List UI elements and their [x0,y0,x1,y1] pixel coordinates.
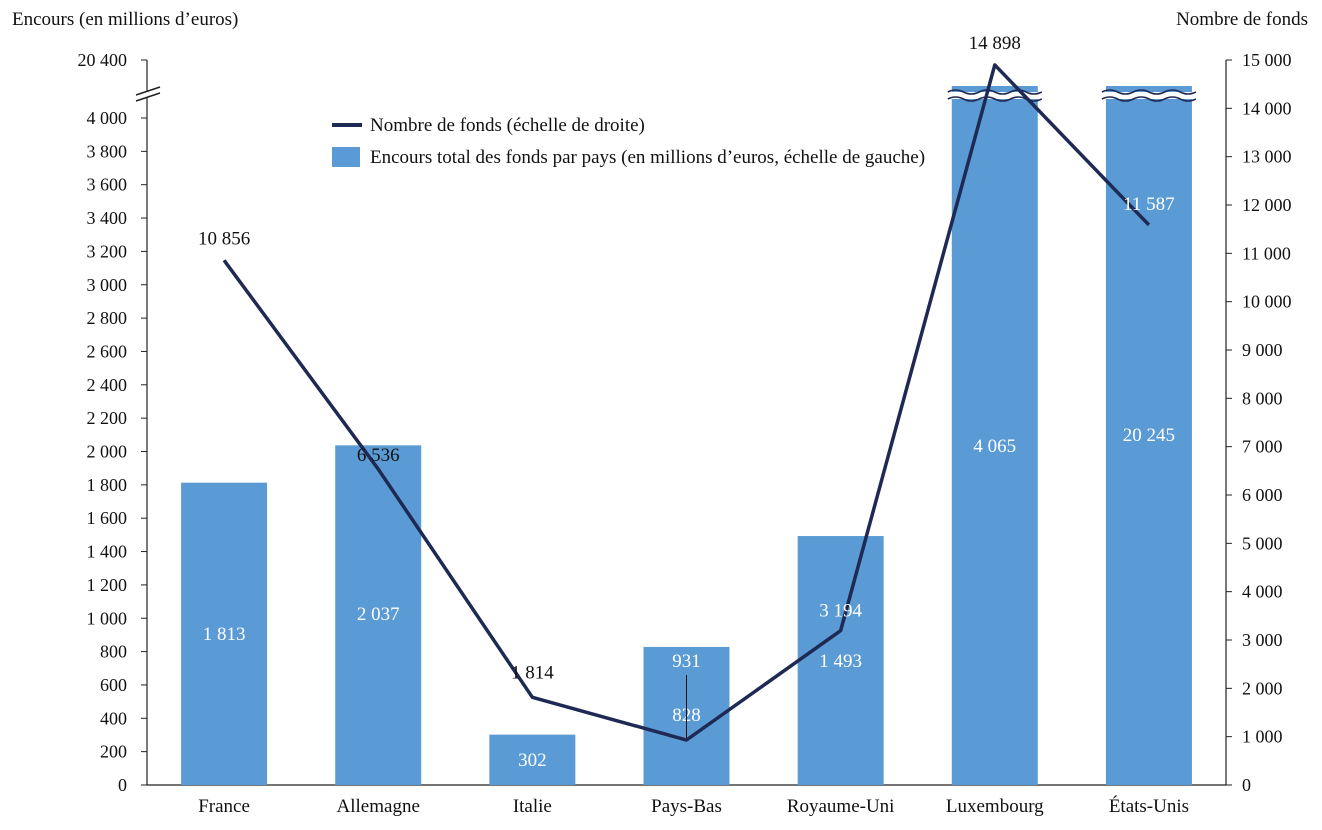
bar-value-label: 302 [518,750,547,771]
legend-bar-label: Encours total des fonds par pays (en mil… [370,147,925,168]
bars [181,86,1197,785]
right-tick-label: 2 000 [1242,678,1283,698]
legend: Nombre de fonds (échelle de droite) Enco… [332,115,925,168]
right-tick-label: 10 000 [1242,292,1292,312]
legend-bar-swatch [332,147,360,167]
right-tick-label: 1 000 [1242,727,1283,747]
left-tick-label: 3 400 [87,208,128,228]
right-tick-label: 6 000 [1242,485,1283,505]
bar [335,445,422,785]
left-tick-label: 1 600 [87,508,128,528]
bar-value-label: 2 037 [357,604,400,625]
left-tick-label: 2 400 [87,375,128,395]
left-tick-label: 1 400 [87,542,128,562]
left-tick-label: 0 [118,775,127,795]
right-tick-label: 5 000 [1242,533,1283,553]
line-value-label: 1 814 [511,662,554,683]
axis-break-mark [135,86,161,96]
left-tick-label: 600 [100,675,127,695]
bar-break-gap [947,92,1042,99]
left-tick-label: 3 600 [87,175,128,195]
left-tick-label: 2 800 [87,308,128,328]
right-tick-label: 4 000 [1242,582,1283,602]
left-tick-label: 1 200 [87,575,128,595]
left-tick-label-break: 20 400 [78,50,128,70]
right-axis-title: Nombre de fonds [1176,9,1308,30]
bar-value-label: 1 813 [203,624,246,645]
bar-break-mark [947,89,1043,95]
axes: 0 200 400 600 800 1 000 1 200 1 400 1 600 1 800 2 … [78,50,1292,817]
category-label: Italie [513,796,552,817]
left-axis-title: Encours (en millions d’euros) [12,9,238,30]
left-tick-label: 2 000 [87,442,128,462]
category-label: États-Unis [1109,795,1189,817]
left-tick-label: 400 [100,708,127,728]
left-tick-label: 800 [100,642,127,662]
category-label: Royaume-Uni [787,796,895,817]
right-tick-label: 13 000 [1242,147,1292,167]
line-value-label: 11 587 [1123,194,1175,215]
line-value-label: 10 856 [198,228,250,249]
legend-line-label: Nombre de fonds (échelle de droite) [370,115,645,136]
bar-break-gap [1101,92,1196,99]
category-label: France [198,796,250,817]
right-tick-label: 0 [1242,775,1251,795]
right-tick-label: 11 000 [1242,243,1291,263]
right-tick-label: 3 000 [1242,630,1283,650]
right-tick-label: 7 000 [1242,437,1283,457]
category-label: Allemagne [337,796,420,817]
right-tick-label: 15 000 [1242,50,1292,70]
left-tick-label: 1 000 [87,608,128,628]
right-tick-label: 9 000 [1242,340,1283,360]
left-tick-label: 3 000 [87,275,128,295]
bar-break-mark [1101,89,1197,95]
bar-value-label: 20 245 [1123,425,1175,446]
right-tick-label: 8 000 [1242,388,1283,408]
bar [489,734,576,785]
left-tick-label: 2 200 [87,408,128,428]
category-label: Pays-Bas [651,796,722,817]
left-tick-label: 1 800 [87,475,128,495]
bar [797,536,884,785]
line-value-label: 6 536 [357,445,400,466]
category-label: Luxembourg [946,796,1044,817]
left-tick-label: 200 [100,742,127,762]
axis-break-mark [135,92,161,102]
right-tick-label: 14 000 [1242,98,1292,118]
left-tick-label: 3 800 [87,141,128,161]
line-value-label: 14 898 [969,33,1021,54]
bar [181,482,268,785]
bar-break-mark [1101,96,1197,102]
left-tick-label: 4 000 [87,108,128,128]
bar-value-label: 4 065 [973,436,1016,457]
line-value-label: 3 194 [819,601,862,622]
line-value-label: 931 [672,651,701,672]
right-tick-label: 12 000 [1242,195,1292,215]
line-series [222,63,1151,742]
left-tick-label: 3 200 [87,241,128,261]
bar-value-label: 1 493 [819,651,862,672]
left-tick-label: 2 600 [87,341,128,361]
bar [951,86,1038,785]
bar [1105,86,1192,785]
